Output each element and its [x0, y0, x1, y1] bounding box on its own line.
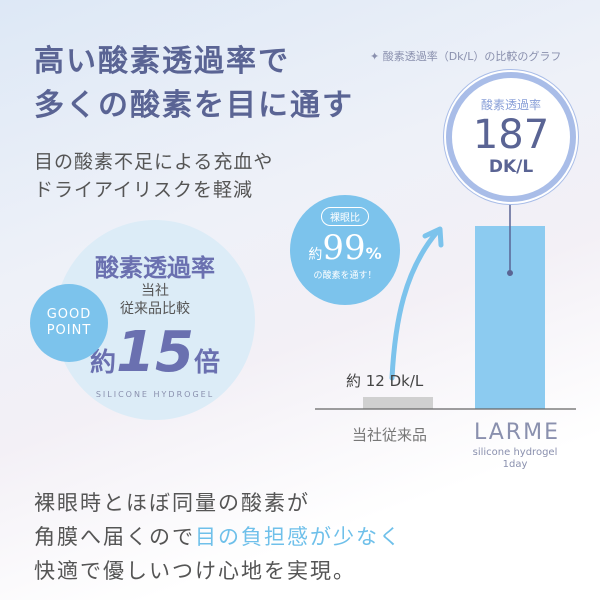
naked-eye-value: 約99% [290, 228, 400, 268]
subheadline: 目の酸素不足による充血や ドライアイリスクを軽減 [34, 148, 273, 204]
subheadline-line-2: ドライアイリスクを軽減 [34, 179, 254, 201]
ratio-value: 約15倍 [55, 320, 255, 385]
naked-eye-number: 99 [322, 228, 366, 268]
good-point-badge: GOOD POINT [30, 284, 108, 362]
arrow-curve [389, 229, 440, 381]
body-line-3: 快適で優しいつけ心地を実現。 [34, 559, 356, 583]
headline-line-2: 多くの酸素を目に通す [34, 88, 354, 123]
naked-eye-prefix: 約 [308, 247, 323, 263]
naked-eye-unit: % [365, 244, 382, 263]
good-label: GOOD [46, 307, 92, 322]
ratio-comparison: 当社 従来品比較 [55, 282, 255, 318]
ratio-arc-text: SILICONE HYDROGEL [95, 390, 215, 399]
value-bubble: 酸素透過率 187 DK/L [446, 72, 576, 202]
category-label-larme: LARME [474, 420, 560, 445]
body-line-2-a: 角膜へ届くので [34, 525, 195, 549]
naked-eye-caption: の酸素を通す！ [313, 271, 377, 281]
bubble-label: 酸素透過率 [480, 98, 541, 112]
body-line-1: 裸眼時とほぼ同量の酸素が [34, 491, 310, 515]
naked-eye-label: 裸眼比 [321, 207, 369, 226]
headline: 高い酸素透過率で 多くの酸素を目に通す [34, 40, 354, 128]
bar-0 [363, 397, 433, 409]
body-line-2: 角膜へ届くので目の負担感が少なく [34, 520, 402, 554]
point-label: POINT [46, 323, 92, 338]
ratio-prefix: 約 [90, 348, 117, 378]
subheadline-line-1: 目の酸素不足による充血や [34, 151, 274, 173]
ratio-line-1: 当社 [141, 283, 169, 299]
arrow-head-icon [422, 226, 444, 248]
category-sublabel-larme: silicone hydrogel 1day [472, 447, 558, 470]
body-text: 裸眼時とほぼ同量の酸素が 角膜へ届くので目の負担感が少なく 快適で優しいつけ心地… [34, 486, 402, 588]
category-label-conventional: 当社従来品 [352, 426, 428, 444]
ratio-number: 15 [116, 320, 194, 385]
ratio-suffix: 倍 [193, 348, 220, 378]
graph-caption: ✦ 酸素透過率（Dk/L）の比較のグラフ [370, 50, 562, 63]
ratio-badge: 酸素透過率 当社従来品比較 約15倍 SILICONE HYDROGEL [55, 220, 255, 420]
ratio-title: 酸素透過率 [95, 254, 215, 282]
ratio-line-2: 従来品比較 [120, 301, 190, 317]
bubble-unit: DK/L [488, 157, 534, 177]
bubble-value: 187 [472, 112, 550, 158]
bar-label-conventional: 約 12 Dk/L [346, 372, 424, 390]
bubble-pointer-dot [507, 270, 513, 276]
headline-line-1: 高い酸素透過率で [34, 44, 290, 79]
naked-eye-badge: 裸眼比 約99% の酸素を通す！ [290, 195, 400, 305]
body-highlight: 目の負担感が少なく [195, 525, 402, 549]
